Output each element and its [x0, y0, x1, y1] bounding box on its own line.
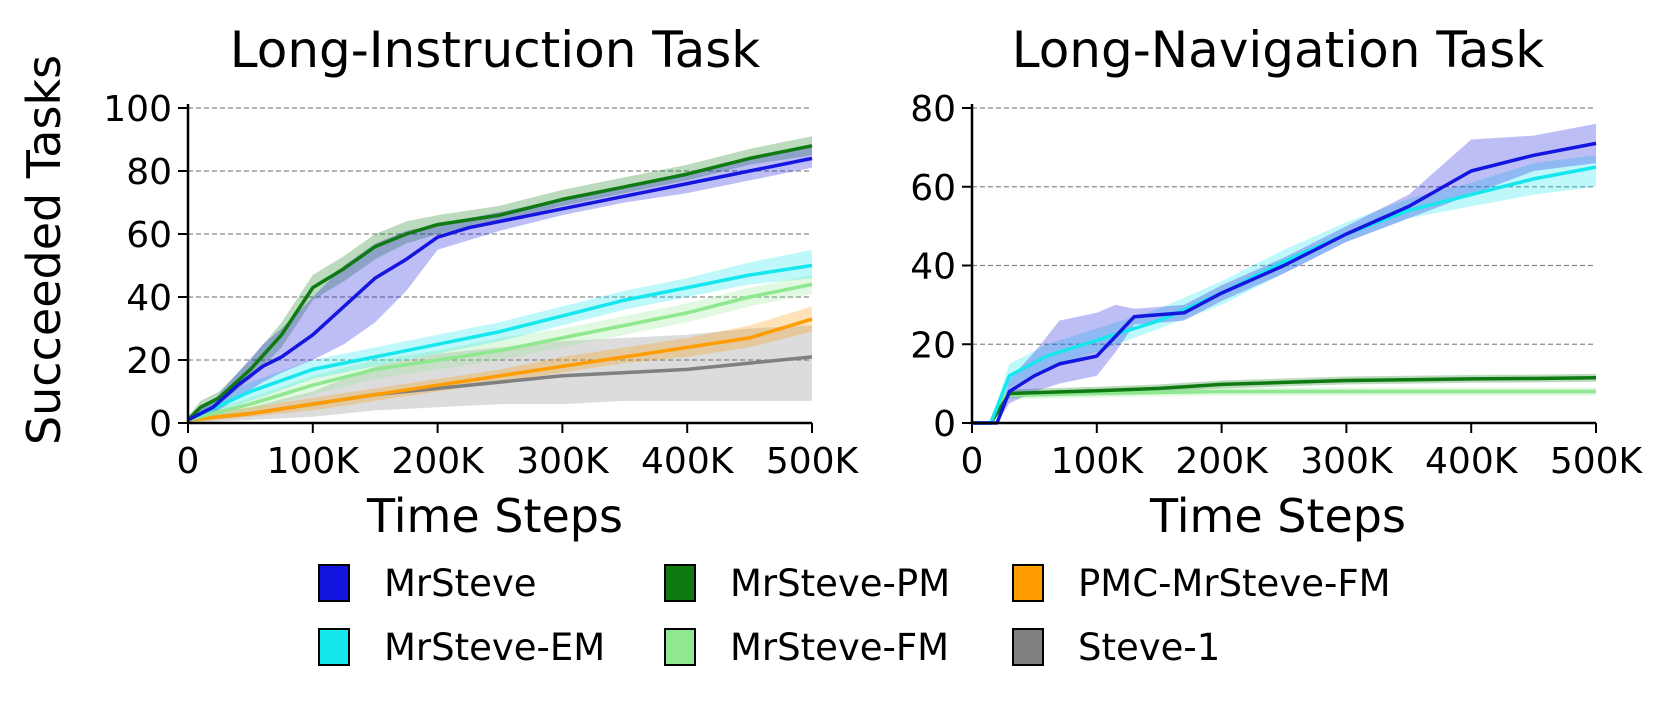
x-tick-label: 200K [1175, 441, 1269, 482]
x-tick-label: 0 [961, 441, 984, 482]
legend-item-steve-1: Steve-1 [1012, 622, 1220, 672]
band-mrsteve-em [972, 155, 1596, 424]
x-tick-label: 200K [391, 441, 485, 482]
legend-item-pmc-mrsteve-fm: PMC-MrSteve-FM [1012, 558, 1391, 608]
x-axis-label-long-navigation: Time Steps [1149, 489, 1406, 543]
legend-item-mrsteve: MrSteve [318, 558, 537, 608]
legend-label-mrsteve-fm: MrSteve-FM [730, 625, 950, 669]
legend: MrSteve MrSteve-PM PMC-MrSteve-FM MrStev… [318, 558, 1468, 688]
y-tick-label: 80 [126, 152, 172, 193]
band-mrsteve [188, 145, 812, 424]
y-tick-label: 40 [126, 278, 172, 319]
plot-long-navigation: Long-Navigation Task Time Steps 0 20 40 60 8… [910, 21, 1643, 543]
y-tick-label: 0 [149, 404, 172, 445]
legend-label-mrsteve-em: MrSteve-EM [384, 625, 606, 669]
y-tick-label: 20 [126, 341, 172, 382]
legend-swatch-mrsteve-pm [664, 564, 696, 602]
legend-swatch-steve-1 [1012, 628, 1044, 666]
y-tick-label: 40 [910, 247, 956, 288]
x-tick-label: 300K [516, 441, 610, 482]
series-line-mrsteve-em [187, 263, 813, 422]
legend-label-pmc-mrsteve-fm: PMC-MrSteve-FM [1078, 561, 1391, 605]
series-line-mrsteve-pm [186, 144, 813, 422]
series-line-pmc-mrsteve-fm [187, 317, 813, 422]
legend-swatch-pmc-mrsteve-fm [1012, 564, 1044, 602]
x-tick-label: 400K [1425, 441, 1519, 482]
y-tick-label: 80 [910, 89, 956, 130]
y-axis-label: Succeeded Tasks [17, 55, 71, 445]
y-tick-label: 0 [933, 404, 956, 445]
series-line-mrsteve-fm [187, 282, 813, 422]
band-mrsteve-fm [972, 387, 1596, 423]
band-mrsteve-pm [188, 136, 812, 424]
plot-long-instruction: Long-Instruction Task Time Steps 0 20 40 60… [103, 21, 859, 543]
legend-label-mrsteve-pm: MrSteve-PM [730, 561, 951, 605]
legend-swatch-mrsteve-fm [664, 628, 696, 666]
legend-item-mrsteve-em: MrSteve-EM [318, 622, 605, 672]
series-line-mrsteve [187, 156, 813, 422]
x-tick-label: 100K [267, 441, 361, 482]
legend-item-mrsteve-pm: MrSteve-PM [664, 558, 950, 608]
plot-title-long-navigation: Long-Navigation Task [1012, 21, 1545, 79]
x-tick-label: 0 [177, 441, 200, 482]
legend-swatch-mrsteve [318, 564, 350, 602]
band-pmc-mrsteve-fm [188, 306, 812, 423]
band-mrsteve-pm [972, 373, 1596, 423]
x-tick-label: 500K [766, 441, 860, 482]
y-tick-label: 20 [910, 325, 956, 366]
x-axis-label-long-instruction: Time Steps [366, 489, 623, 543]
x-tick-label: 100K [1051, 441, 1145, 482]
plot-title-long-instruction: Long-Instruction Task [230, 21, 760, 79]
x-tick-label: 300K [1300, 441, 1394, 482]
x-tick-label: 500K [1550, 441, 1644, 482]
y-tick-label: 60 [910, 168, 956, 209]
y-tick-label: 60 [126, 215, 172, 256]
legend-swatch-mrsteve-em [318, 628, 350, 666]
legend-label-mrsteve: MrSteve [384, 561, 537, 605]
band-mrsteve [972, 123, 1596, 424]
legend-item-mrsteve-fm: MrSteve-FM [664, 622, 949, 672]
series-line-mrsteve [972, 141, 1597, 425]
x-tick-label: 400K [641, 441, 735, 482]
y-tick-label: 100 [103, 89, 172, 130]
legend-label-steve-1: Steve-1 [1078, 625, 1221, 669]
